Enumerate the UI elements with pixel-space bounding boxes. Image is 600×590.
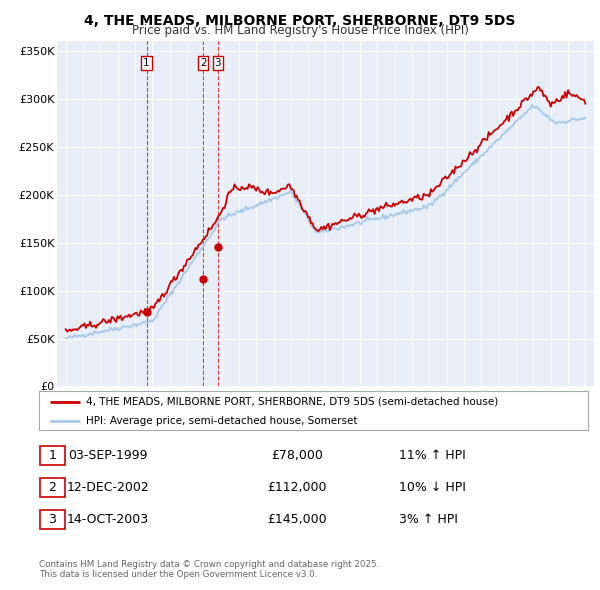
Text: 2: 2 (48, 481, 56, 494)
Text: 1: 1 (143, 58, 150, 68)
Text: 4, THE MEADS, MILBORNE PORT, SHERBORNE, DT9 5DS (semi-detached house): 4, THE MEADS, MILBORNE PORT, SHERBORNE, … (86, 397, 498, 407)
Text: £112,000: £112,000 (267, 481, 327, 494)
Text: Price paid vs. HM Land Registry's House Price Index (HPI): Price paid vs. HM Land Registry's House … (131, 24, 469, 37)
Text: £78,000: £78,000 (271, 449, 323, 462)
Text: Contains HM Land Registry data © Crown copyright and database right 2025.
This d: Contains HM Land Registry data © Crown c… (39, 560, 379, 579)
Text: HPI: Average price, semi-detached house, Somerset: HPI: Average price, semi-detached house,… (86, 416, 357, 426)
Text: 11% ↑ HPI: 11% ↑ HPI (399, 449, 466, 462)
Text: 10% ↓ HPI: 10% ↓ HPI (399, 481, 466, 494)
Text: 1: 1 (48, 449, 56, 462)
Text: 03-SEP-1999: 03-SEP-1999 (68, 449, 148, 462)
Text: £145,000: £145,000 (267, 513, 327, 526)
Text: 3: 3 (214, 58, 221, 68)
Text: 14-OCT-2003: 14-OCT-2003 (67, 513, 149, 526)
Text: 2: 2 (200, 58, 206, 68)
Text: 4, THE MEADS, MILBORNE PORT, SHERBORNE, DT9 5DS: 4, THE MEADS, MILBORNE PORT, SHERBORNE, … (85, 14, 515, 28)
Text: 3% ↑ HPI: 3% ↑ HPI (399, 513, 458, 526)
Text: 3: 3 (48, 513, 56, 526)
Text: 12-DEC-2002: 12-DEC-2002 (67, 481, 149, 494)
